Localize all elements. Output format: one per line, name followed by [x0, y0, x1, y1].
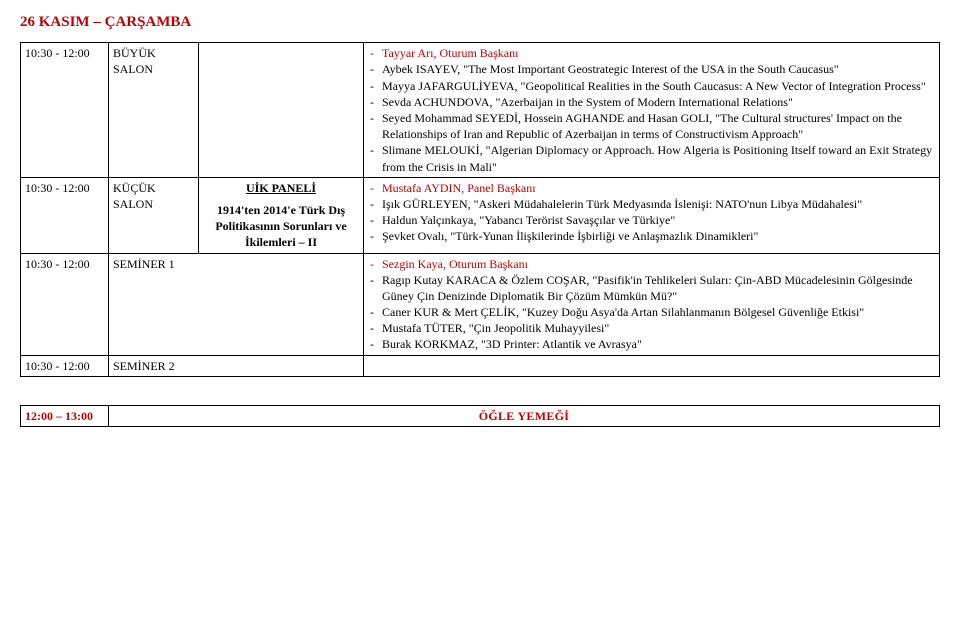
content-list: Tayyar Arı, Oturum Başkanı Aybek ISAYEV,…: [368, 45, 935, 175]
room-cell: SEMİNER 1: [109, 253, 364, 355]
list-item: Sevda ACHUNDOVA, "Azerbaijan in the Syst…: [368, 94, 935, 110]
list-item: Mustafa TÜTER, "Çin Jeopolitik Muhayyile…: [368, 320, 935, 336]
table-row: 10:30 - 12:00 BÜYÜK SALON Tayyar Arı, Ot…: [21, 43, 940, 178]
list-item: Slimane MELOUKİ, "Algerian Diplomacy or …: [368, 142, 935, 174]
panel-cell: UİK PANELİ 1914'ten 2014'e Türk Dış Poli…: [199, 177, 364, 253]
table-row: 12:00 – 13:00 ÖĞLE YEMEĞİ: [21, 405, 940, 426]
list-item: Seyed Mohammad SEYEDİ, Hossein AGHANDE a…: [368, 110, 935, 142]
list-item: Mayya JAFARGULİYEVA, "Geopolitical Reali…: [368, 78, 935, 94]
list-item: Ragıp Kutay KARACA & Özlem COŞAR, "Pasif…: [368, 272, 935, 304]
table-row: 10:30 - 12:00 SEMİNER 1 Sezgin Kaya, Otu…: [21, 253, 940, 355]
list-item: Caner KUR & Mert ÇELİK, "Kuzey Doğu Asya…: [368, 304, 935, 320]
content-cell: Sezgin Kaya, Oturum Başkanı Ragıp Kutay …: [364, 253, 940, 355]
content-list: Mustafa AYDIN, Panel Başkanı Işık GÜRLEY…: [368, 180, 935, 245]
time-cell: 10:30 - 12:00: [21, 177, 109, 253]
time-cell: 10:30 - 12:00: [21, 43, 109, 178]
time-cell: 10:30 - 12:00: [21, 355, 109, 376]
list-item: Burak KORKMAZ, "3D Printer: Atlantik ve …: [368, 336, 935, 352]
panel-cell: [199, 43, 364, 178]
footer-time: 12:00 – 13:00: [21, 405, 109, 426]
room-cell: BÜYÜK SALON: [109, 43, 199, 178]
content-cell: Mustafa AYDIN, Panel Başkanı Işık GÜRLEY…: [364, 177, 940, 253]
footer-label: ÖĞLE YEMEĞİ: [109, 405, 940, 426]
content-list: Sezgin Kaya, Oturum Başkanı Ragıp Kutay …: [368, 256, 935, 353]
list-item: Aybek ISAYEV, "The Most Important Geostr…: [368, 61, 935, 77]
list-item: Haldun Yalçınkaya, "Yabancı Terörist Sav…: [368, 212, 935, 228]
list-item-chair: Tayyar Arı, Oturum Başkanı: [368, 45, 935, 61]
table-row: 10:30 - 12:00 SEMİNER 2: [21, 355, 940, 376]
footer-table: 12:00 – 13:00 ÖĞLE YEMEĞİ: [20, 405, 940, 427]
content-cell: Tayyar Arı, Oturum Başkanı Aybek ISAYEV,…: [364, 43, 940, 178]
schedule-table: 10:30 - 12:00 BÜYÜK SALON Tayyar Arı, Ot…: [20, 42, 940, 377]
room-cell: SEMİNER 2: [109, 355, 364, 376]
content-cell: [364, 355, 940, 376]
panel-title: UİK PANELİ: [203, 180, 359, 196]
time-cell: 10:30 - 12:00: [21, 253, 109, 355]
list-item-chair: Mustafa AYDIN, Panel Başkanı: [368, 180, 935, 196]
page-title: 26 KASIM – ÇARŞAMBA: [20, 12, 940, 32]
list-item: Şevket Ovalı, "Türk-Yunan İlişkilerinde …: [368, 228, 935, 244]
panel-subtitle: 1914'ten 2014'e Türk Dış Politikasının S…: [203, 202, 359, 251]
list-item-chair: Sezgin Kaya, Oturum Başkanı: [368, 256, 935, 272]
list-item: Işık GÜRLEYEN, "Askeri Müdahalelerin Tür…: [368, 196, 935, 212]
room-cell: KÜÇÜK SALON: [109, 177, 199, 253]
table-row: 10:30 - 12:00 KÜÇÜK SALON UİK PANELİ 191…: [21, 177, 940, 253]
